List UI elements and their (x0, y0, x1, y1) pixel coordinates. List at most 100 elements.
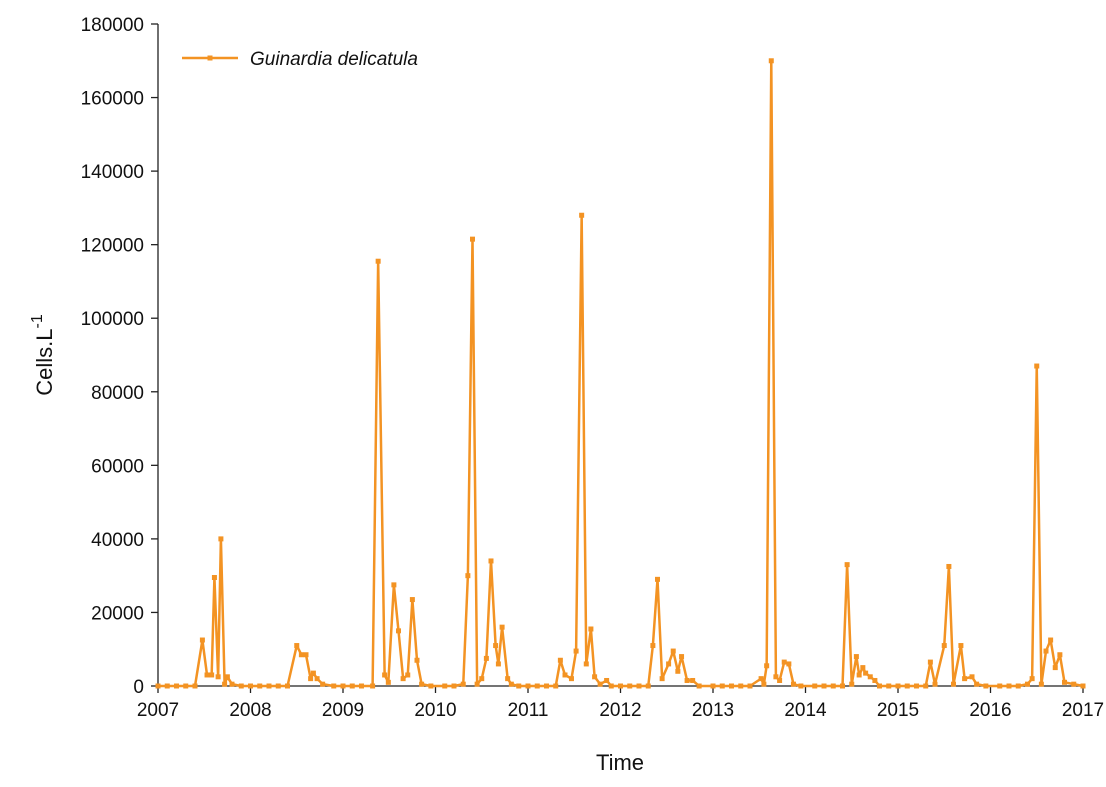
data-point (675, 668, 681, 674)
data-point (211, 575, 217, 581)
x-axis-label: Time (596, 750, 644, 775)
data-point (636, 683, 642, 689)
x-tick-label: 2011 (508, 700, 549, 721)
data-point (856, 672, 862, 678)
data-point (331, 683, 337, 689)
data-point (867, 674, 873, 680)
data-point (923, 683, 929, 689)
data-point (499, 624, 505, 630)
data-point (419, 681, 425, 687)
data-point (479, 676, 485, 682)
legend-marker (207, 55, 213, 61)
data-point (215, 674, 221, 680)
data-point (465, 573, 471, 579)
data-point (821, 683, 827, 689)
data-point (1071, 681, 1077, 687)
y-axis-label: Cells.L-1 (29, 314, 57, 396)
y-tick-label: 40000 (91, 530, 144, 551)
data-point (359, 683, 364, 689)
data-point (738, 683, 744, 689)
data-point (375, 258, 381, 264)
data-point (1043, 648, 1049, 654)
data-point (812, 683, 818, 689)
x-tick-label: 2008 (229, 700, 271, 721)
data-point (505, 676, 511, 682)
data-point (786, 661, 792, 667)
data-point (238, 683, 244, 689)
data-point (495, 661, 501, 667)
data-point (400, 676, 406, 682)
data-point (618, 683, 623, 689)
data-point (941, 643, 947, 649)
data-point (1029, 676, 1035, 682)
data-point (451, 683, 457, 689)
data-point (877, 683, 882, 689)
data-point (974, 681, 980, 687)
data-point (983, 683, 989, 689)
data-point (155, 683, 161, 689)
data-point (493, 643, 499, 649)
data-point (790, 681, 796, 687)
data-point (781, 659, 787, 665)
data-point (229, 681, 235, 687)
data-point (218, 536, 224, 542)
data-point (192, 683, 198, 689)
y-axis-label-sup: -1 (29, 314, 46, 328)
x-tick-label: 2017 (1062, 700, 1104, 721)
data-point (946, 563, 952, 569)
data-point (294, 643, 300, 649)
data-point (257, 683, 263, 689)
x-tick-label: 2015 (877, 700, 919, 721)
data-point (1015, 683, 1021, 689)
data-point (1062, 679, 1067, 685)
y-tick-label: 20000 (91, 603, 144, 624)
data-point (534, 683, 540, 689)
data-point (840, 683, 845, 689)
y-tick-label: 180000 (81, 15, 144, 36)
y-tick-label: 140000 (81, 162, 144, 183)
data-point (275, 683, 281, 689)
data-point (428, 683, 434, 689)
data-point (164, 683, 170, 689)
data-point (969, 674, 975, 680)
data-point (666, 661, 672, 667)
data-point (747, 683, 753, 689)
data-point (886, 683, 892, 689)
data-point (573, 648, 579, 654)
data-point (608, 683, 614, 689)
data-point (830, 683, 836, 689)
data-point (592, 674, 598, 680)
data-point (224, 674, 230, 680)
data-point (597, 681, 603, 687)
data-point (385, 679, 391, 685)
data-point (645, 683, 651, 689)
data-point (849, 681, 855, 687)
data-point (222, 681, 228, 687)
data-point (553, 683, 559, 689)
data-point (696, 683, 702, 689)
data-point (684, 677, 690, 683)
data-point (409, 597, 415, 603)
data-point (391, 582, 397, 588)
data-point (285, 683, 290, 689)
y-tick-label: 120000 (81, 236, 144, 257)
data-point (488, 558, 494, 564)
data-point (483, 655, 489, 661)
data-point (679, 654, 685, 660)
data-point (248, 683, 253, 689)
data-point (1057, 652, 1063, 658)
data-point (298, 652, 304, 658)
data-point (442, 683, 448, 689)
data-point (1052, 665, 1058, 671)
data-point (557, 657, 563, 663)
data-point (844, 562, 850, 568)
data-point (396, 628, 401, 634)
y-tick-label: 160000 (81, 89, 144, 110)
data-point (303, 652, 309, 658)
data-point (768, 58, 774, 64)
data-point (777, 677, 783, 683)
data-point (266, 683, 272, 689)
y-tick-label: 60000 (91, 456, 144, 477)
data-point (895, 683, 901, 689)
